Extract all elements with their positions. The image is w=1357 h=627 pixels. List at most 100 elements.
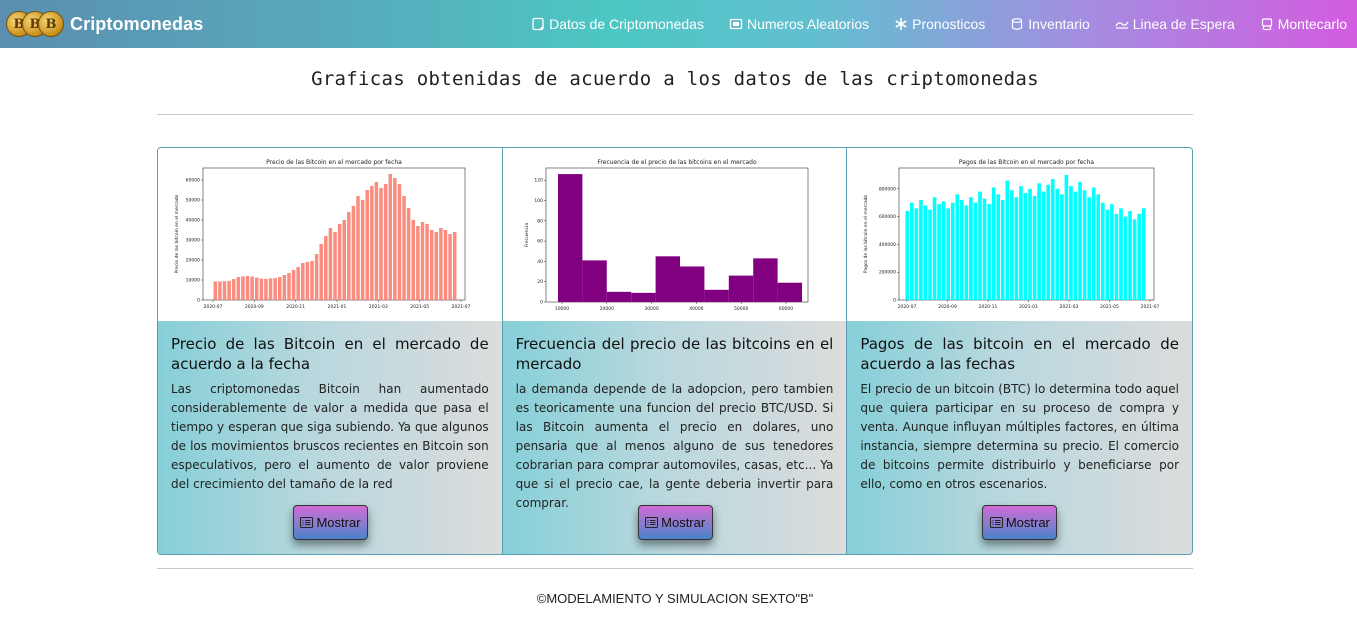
bar: [1128, 211, 1133, 300]
brand[interactable]: B B B Criptomonedas: [6, 9, 203, 39]
card-text: Las criptomonedas Bitcoin han aumentado …: [171, 382, 489, 491]
y-tick-label: 200000: [879, 270, 896, 276]
bar: [1024, 193, 1028, 300]
bar: [241, 276, 245, 300]
x-tick-label: 60000: [779, 306, 793, 312]
card-title: Frecuencia del precio de las bitcoins en…: [515, 335, 834, 373]
bar: [933, 197, 937, 300]
bar: [429, 230, 434, 300]
bar: [910, 202, 914, 300]
mostrar-button[interactable]: Mostrar: [637, 505, 713, 540]
bar: [960, 199, 965, 300]
bar: [434, 232, 439, 300]
bar: [231, 279, 236, 300]
mostrar-label: Mostrar: [661, 515, 706, 530]
mostrar-button[interactable]: Mostrar: [982, 505, 1058, 540]
bar: [397, 184, 402, 300]
bar: [218, 281, 222, 300]
y-axis-label: Precio de las bitcoin en el mercado: [174, 194, 180, 273]
chart-frecuencia-precio: Frecuencia de el precio de las bitcoins …: [502, 148, 847, 321]
bar: [728, 275, 753, 302]
bar: [630, 292, 656, 302]
bar: [978, 191, 983, 300]
bar: [411, 220, 416, 300]
x-tick-label: 2021-03: [1060, 304, 1079, 310]
bar: [996, 194, 1001, 300]
bar: [983, 198, 987, 300]
nav-links: Datos de Criptomonedas Numeros Aleatorio…: [506, 0, 1347, 48]
bar: [374, 182, 379, 300]
bar: [987, 204, 992, 300]
bar: [301, 263, 305, 300]
card-text: la demanda depende de la adopcion, pero …: [515, 382, 834, 510]
bar: [259, 278, 264, 300]
bar: [1137, 213, 1142, 300]
x-tick-label: 30000: [644, 306, 658, 312]
bar: [268, 278, 273, 300]
y-tick-label: 120: [534, 178, 543, 184]
bar: [914, 208, 919, 300]
x-tick-label: 2020-09: [938, 304, 957, 310]
bar: [379, 188, 383, 300]
bar: [420, 222, 425, 300]
y-tick-label: 20000: [186, 258, 200, 264]
chart-pagos-svg: Pagos de las Bitcoin en el mercado por f…: [863, 159, 1160, 310]
bar: [310, 261, 314, 300]
x-tick-label: 2021-07: [452, 304, 471, 310]
bar: [1110, 204, 1115, 300]
nav-linea-de-espera[interactable]: Linea de Espera: [1115, 16, 1235, 32]
bar: [1046, 184, 1051, 300]
mostrar-button[interactable]: Mostrar: [293, 505, 368, 540]
bar: [342, 220, 346, 300]
nav-montecarlo[interactable]: Montecarlo: [1260, 16, 1347, 32]
card-text: El precio de un bitcoin (BTC) lo determi…: [860, 382, 1180, 491]
nav-datos-criptomonedas[interactable]: Datos de Criptomonedas: [531, 16, 704, 32]
bar: [416, 226, 420, 300]
x-tick-label: 10000: [555, 306, 569, 312]
bar: [752, 258, 778, 302]
y-tick-label: 20: [537, 279, 543, 285]
x-tick-label: 2021-03: [369, 304, 388, 310]
bar: [425, 224, 429, 300]
card-body: Precio de las Bitcoin en el mercado de a…: [158, 321, 502, 554]
bar: [291, 270, 296, 300]
bar: [992, 187, 996, 300]
bar: [448, 234, 452, 300]
x-tick-label: 2021-07: [1141, 304, 1160, 310]
bar: [704, 289, 729, 302]
chart-precio-por-fecha: Precio de las Bitcoin en el mercado por …: [158, 148, 502, 321]
nav-inventario[interactable]: Inventario: [1010, 16, 1090, 32]
chart-pagos-por-fecha: Pagos de las Bitcoin en el mercado por f…: [847, 148, 1192, 321]
nav-numeros-aleatorios[interactable]: Numeros Aleatorios: [729, 16, 869, 32]
bar: [1119, 208, 1124, 300]
nav-label: Datos de Criptomonedas: [549, 16, 704, 32]
brand-name[interactable]: Criptomonedas: [70, 13, 204, 34]
bar: [1055, 188, 1060, 300]
divider: [157, 568, 1193, 569]
bar: [1001, 199, 1005, 300]
y-tick-label: 60000: [186, 178, 200, 184]
bar: [1078, 181, 1083, 300]
chart-title: Pagos de las Bitcoin en el mercado por f…: [959, 159, 1094, 166]
nav-label: Inventario: [1028, 16, 1090, 32]
y-tick-label: 0: [197, 298, 200, 304]
asterisk-icon: [894, 17, 908, 31]
bar: [606, 291, 631, 302]
card-pagos-bitcoin: Pagos de las Bitcoin en el mercado por f…: [847, 148, 1192, 554]
bar: [1028, 188, 1033, 300]
bar: [1051, 179, 1055, 300]
x-tick-label: 2020-09: [245, 304, 264, 310]
bar: [1010, 190, 1015, 300]
bar: [679, 266, 705, 302]
bar: [964, 205, 969, 300]
bar: [928, 209, 933, 300]
nav-label: Montecarlo: [1277, 16, 1347, 32]
nav-pronosticos[interactable]: Pronosticos: [894, 16, 985, 32]
bar: [333, 232, 337, 300]
bar: [1096, 194, 1101, 300]
bar: [439, 228, 443, 300]
bar: [1087, 197, 1092, 300]
divider: [157, 114, 1193, 115]
y-tick-label: 80: [537, 218, 543, 224]
bar: [969, 197, 974, 300]
